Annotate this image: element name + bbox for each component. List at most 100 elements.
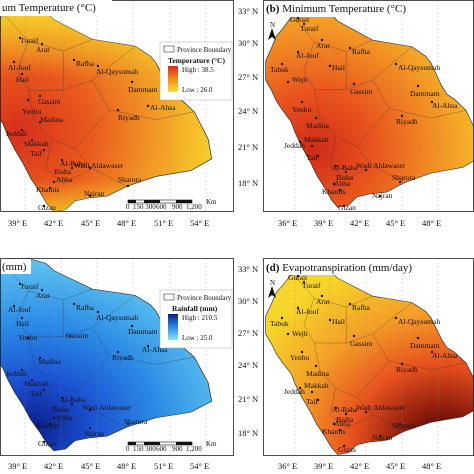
city-label: Riyadh: [112, 353, 134, 362]
province-boundary-swatch: [163, 293, 175, 301]
city-label: Najran: [84, 429, 105, 438]
x-tick: 54° E: [190, 461, 209, 471]
x-tick: 48° E: [422, 461, 441, 471]
city-label: Madina: [40, 115, 64, 124]
panel-d-title: (d) Evapotranspiration (mm/day): [266, 262, 412, 274]
city-label: Khamis: [36, 421, 59, 430]
x-tick: 36° E: [278, 461, 297, 471]
city-label: Turaif: [302, 281, 321, 290]
city-label: Dammam: [410, 89, 440, 98]
city-label: Rafha: [352, 303, 371, 312]
city-label: Wadi Aldawaser: [356, 403, 406, 412]
city-label: Najran: [84, 189, 105, 198]
city-label: Rafha: [76, 59, 95, 68]
scale-label: 1,200: [186, 445, 202, 453]
city-label: Taif: [306, 153, 318, 162]
y-tick: 30° N: [238, 38, 258, 48]
scale-label: 600: [156, 203, 167, 211]
city-label: Al-Qaysumah: [398, 63, 440, 72]
city-label: Sharora: [124, 417, 148, 426]
scale-label: 600: [156, 445, 167, 453]
panel-c-frame: [0, 258, 234, 456]
city-label: Gizan: [38, 203, 56, 212]
city-label: Hail: [332, 317, 345, 326]
panel-a-xticks: 39° E 42° E 45° E 48° E 51° E 54° E: [8, 218, 209, 228]
city-label: Riyadh: [396, 365, 418, 374]
city-label: Arar: [36, 45, 50, 54]
panel-c-legend: Province Boundary Rainfall (mm) High : 2…: [159, 289, 233, 349]
city-label: Bisha: [336, 173, 354, 182]
city-label: Dammam: [128, 327, 158, 336]
city-label: Arar: [316, 297, 330, 306]
x-tick: 42° E: [350, 218, 369, 228]
legend-a-box-label: Province Boundary: [177, 46, 232, 54]
city-label: Sharora: [118, 175, 142, 184]
legend-c-colorbar: [168, 314, 178, 340]
city-label: Jeddah: [284, 141, 305, 150]
city-label: Al-Ahsa: [142, 345, 168, 354]
city-label: Dammam: [128, 85, 158, 94]
city-label: Najran: [372, 433, 393, 442]
y-tick: 21° N: [238, 394, 258, 404]
x-tick: 39° E: [314, 461, 333, 471]
x-tick: 48° E: [117, 461, 136, 471]
city-label: Gurait: [288, 273, 308, 282]
city-label: Makkah: [304, 381, 329, 390]
city-label: Wadi Aldawaser: [74, 161, 124, 170]
city-label: Khamis: [36, 185, 59, 194]
city-label: Gassim: [66, 331, 89, 340]
city-label: Turaif: [20, 36, 39, 45]
panel-a-frame: [0, 0, 234, 212]
city-label: Tabuk: [270, 319, 289, 328]
city-label: Abha: [56, 413, 73, 422]
panel-b-cities: Gurait Turaif Arar Rafha Al-Jouf Tabuk H…: [270, 15, 458, 212]
city-label: Al-Jouf: [296, 307, 319, 316]
city-label: Jeddah: [6, 369, 27, 378]
city-label: Wejh: [292, 75, 308, 84]
x-tick: 45° E: [81, 218, 100, 228]
city-label: Makkah: [304, 135, 329, 144]
x-tick: 36° E: [278, 218, 297, 228]
legend-a-high: High : 38.5: [182, 66, 214, 74]
city-label: Gassim: [38, 97, 61, 106]
panel-b-yticks: 33° N 30° N 27° N 24° N 21° N 18° N: [238, 6, 258, 188]
scale-label: 150 300: [133, 445, 156, 453]
city-label: Al-Ahsa: [432, 101, 458, 110]
x-tick: 45° E: [81, 461, 100, 471]
legend-c-box-label: Province Boundary: [177, 294, 232, 302]
scale-label: 900: [172, 203, 183, 211]
city-label: Wadi Aldawaser: [82, 403, 132, 412]
panel-a-title: um Temperature (°C): [2, 2, 96, 14]
x-tick: 48° E: [117, 218, 136, 228]
scale-label: 0: [126, 445, 130, 453]
city-label: Jeddah: [6, 129, 27, 138]
city-label: Gassim: [350, 87, 373, 96]
city-label: Bisha: [54, 167, 72, 176]
city-label: Al-Baha: [60, 159, 86, 168]
city-label: Dammam: [410, 341, 440, 350]
city-label: Arar: [316, 41, 330, 50]
scale-label: 0: [126, 203, 130, 211]
city-label: Wadi Aldawaser: [356, 161, 406, 170]
y-tick: 27° N: [238, 328, 258, 338]
city-label: Khamis: [322, 427, 345, 436]
x-tick: 51° E: [154, 218, 173, 228]
x-tick: 42° E: [350, 461, 369, 471]
scale-label: 150 300: [133, 203, 156, 211]
city-label: Madina: [306, 369, 330, 378]
north-arrow-icon: N: [268, 279, 276, 298]
legend-c-high: High : 210.5: [182, 314, 218, 322]
panel-b: [263, 0, 474, 212]
north-arrow-icon: N: [268, 21, 276, 40]
y-tick: 30° N: [238, 296, 258, 306]
city-label: Rafha: [76, 303, 95, 312]
city-label: Gizan: [338, 203, 356, 212]
city-label: Yenbu: [290, 353, 309, 362]
city-label: Al-Ahsa: [432, 351, 458, 360]
x-tick: 48° E: [422, 218, 441, 228]
city-label: Arar: [36, 291, 50, 300]
panel-b-title: (b) Minimum Temperature (°C): [266, 3, 406, 15]
city-label: Yenbu: [292, 105, 311, 114]
panel-c-scalebar: 0 150 300 600 900 1,200 Km: [126, 440, 217, 453]
y-tick: 24° N: [238, 360, 258, 370]
